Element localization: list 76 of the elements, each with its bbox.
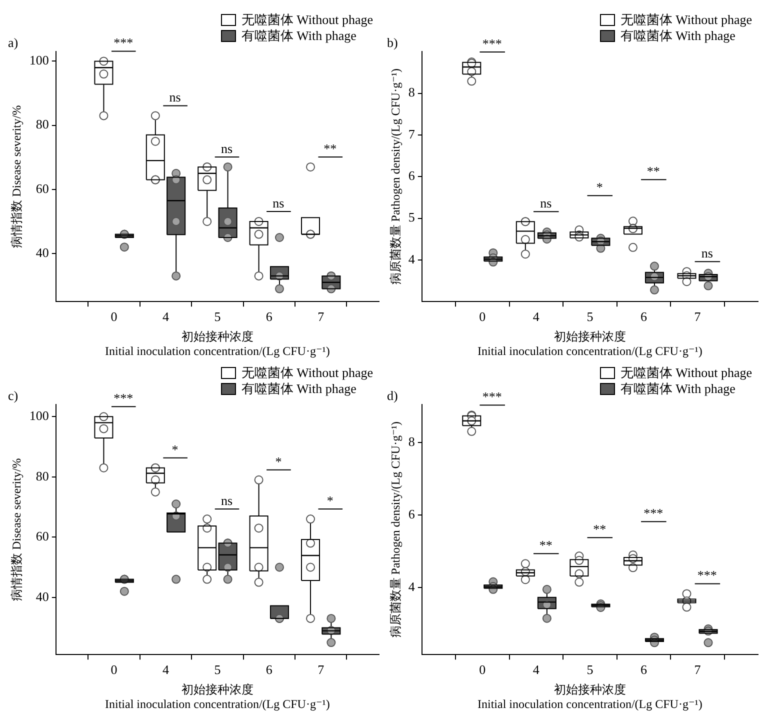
x-tick-label: 4	[162, 662, 170, 677]
annotation: *	[172, 442, 178, 457]
x-tick-label: 5	[214, 662, 221, 677]
annotation: ns	[220, 140, 233, 156]
y-tick-label: 80	[36, 468, 49, 484]
annotation: **	[646, 164, 660, 179]
x-axis-title: 初始接种浓度 Initial inoculation concentration/(Lg CFU·g⁻¹)	[105, 330, 330, 358]
x-tick-label: 7	[318, 308, 325, 324]
chart-title: b)	[387, 35, 398, 50]
legend-label: 无噬菌体 Without phage	[241, 12, 373, 28]
annotation: ns	[169, 90, 181, 105]
x-axis-title: 初始接种浓度 Initial inoculation concentration/(Lg CFU·g⁻¹)	[478, 682, 702, 711]
annotation: *	[326, 492, 334, 508]
x-tick-label: 4	[532, 662, 540, 677]
y-tick-label: 100	[29, 408, 49, 424]
y-axis-title: 病原菌数量 Pathogen density/(Lg CFU·g⁻¹)	[388, 421, 402, 638]
x-tick-label: 7	[318, 662, 325, 677]
x-axis-title: 初始接种浓度 Initial inoculation concentration/(Lg CFU·g⁻¹)	[105, 682, 330, 711]
x-tick-label: 5	[586, 662, 594, 677]
annotation: ***	[644, 506, 664, 521]
text: ***	[114, 35, 134, 50]
y-tick-label: 6	[408, 168, 416, 184]
y-tick-label: 60	[36, 180, 49, 196]
y-tick-label: 60	[36, 528, 49, 544]
x-tick-label: 5	[214, 308, 221, 324]
legend-label: 有噬菌体 With phage	[241, 381, 356, 397]
y-axis-title: 病情指数 Disease severity/%	[9, 458, 24, 601]
y-tick-label: 5	[408, 210, 415, 225]
text: ***	[482, 389, 502, 404]
x-tick-label: 4	[162, 308, 170, 324]
y-axis-title: 病原菌数量 Pathogen density/(Lg CFU·g⁻¹)	[388, 68, 402, 285]
x-axis-title: 初始接种浓度 Initial inoculation concentration/(Lg CFU·g⁻¹)	[478, 330, 702, 358]
x-tick-label: 6	[640, 308, 648, 324]
y-tick-label: 40	[36, 244, 49, 260]
legend-label: 无噬菌体 Without phage	[620, 365, 752, 381]
x-tick-label: 4	[532, 308, 540, 324]
x-tick-label: 6	[266, 662, 273, 677]
y-tick-label: 4	[408, 251, 416, 266]
annotation: ns	[272, 195, 284, 210]
chart-title: c)	[8, 388, 18, 404]
legend-label: 无噬菌体 Without phage	[620, 12, 752, 28]
annotation: ns	[220, 492, 233, 508]
x-tick-label: 7	[694, 308, 702, 324]
x-tick-label: 6	[640, 662, 648, 677]
legend-label: 有噬菌体 With phage	[620, 28, 736, 44]
legend-label: 有噬菌体 With phage	[241, 28, 356, 44]
legend-label: 有噬菌体 With phage	[620, 381, 736, 397]
y-tick-label: 40	[36, 588, 49, 604]
y-axis-title: 病情指数 Disease severity/%	[9, 105, 24, 248]
x-tick-label: 0	[110, 662, 118, 677]
y-tick-label: 8	[408, 84, 415, 100]
annotation: ***	[114, 390, 134, 406]
annotation: **	[324, 140, 337, 156]
x-tick-label: 6	[266, 308, 273, 324]
annotation: ns	[540, 196, 552, 211]
annotation: *	[596, 180, 603, 195]
x-tick-label: 0	[110, 308, 118, 324]
y-tick-label: 100	[29, 52, 49, 68]
annotation: **	[539, 538, 552, 553]
y-tick-label: 6	[408, 506, 416, 522]
chart-title: d)	[387, 388, 398, 404]
annotation: ns	[701, 246, 713, 261]
text: ***	[482, 36, 502, 51]
x-tick-label: 0	[479, 308, 486, 324]
chart-title: a)	[8, 35, 18, 50]
y-tick-label: 80	[36, 116, 49, 132]
y-tick-label: 4	[408, 578, 416, 594]
x-tick-label: 7	[694, 662, 702, 677]
annotation: *	[275, 454, 282, 469]
y-tick-label: 8	[408, 434, 415, 450]
y-tick-label: 7	[408, 126, 416, 142]
legend-label: 无噬菌体 Without phage	[241, 365, 373, 381]
x-tick-label: 0	[479, 662, 486, 677]
x-tick-label: 5	[586, 308, 594, 324]
annotation: **	[593, 522, 606, 537]
annotation: ***	[697, 568, 717, 583]
